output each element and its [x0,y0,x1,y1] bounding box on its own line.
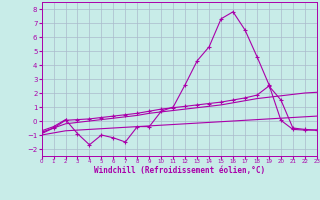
X-axis label: Windchill (Refroidissement éolien,°C): Windchill (Refroidissement éolien,°C) [94,166,265,175]
